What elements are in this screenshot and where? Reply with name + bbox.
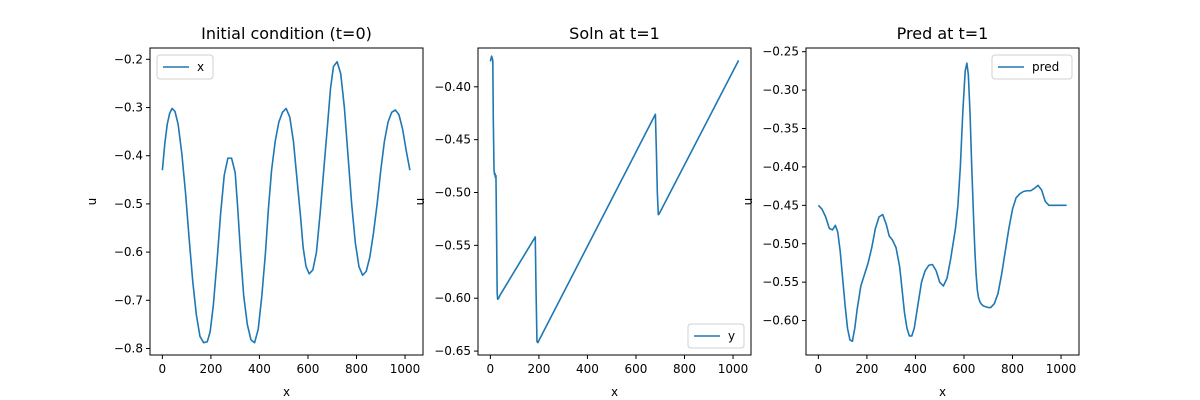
- y-tick-label: −0.5: [114, 197, 143, 211]
- y-tick-label: −0.3: [114, 101, 143, 115]
- y-tick-label: −0.35: [762, 122, 799, 136]
- legend-box: [991, 54, 1073, 80]
- x-tick-label: 400: [904, 362, 927, 376]
- y-axis-label: u: [741, 198, 755, 206]
- y-axis-label: u: [413, 198, 427, 206]
- x-tick-label: 600: [297, 362, 320, 376]
- series-line-pred: [817, 62, 1067, 343]
- y-tick-label: −0.7: [114, 293, 143, 307]
- y-tick-label: −0.8: [114, 341, 143, 355]
- chart-title: Pred at t=1: [897, 24, 989, 43]
- legend: y: [687, 323, 745, 349]
- legend: x: [156, 54, 214, 80]
- y-tick-label: −0.30: [762, 83, 799, 97]
- y-tick-label: −0.45: [434, 133, 471, 147]
- x-tick-label: 200: [199, 362, 222, 376]
- x-tick-label: 200: [855, 362, 878, 376]
- x-tick-label: 600: [625, 362, 648, 376]
- series-line-x: [161, 60, 411, 344]
- chart-panel-1: 0 200 400 600 800 1000 −0.8 −0.7 −0.6 −0.5 −0.4 −0.…: [85, 24, 424, 399]
- legend-entry: pred: [1032, 60, 1059, 74]
- y-tick-label: −0.60: [762, 314, 799, 328]
- x-tick-label: 0: [815, 362, 823, 376]
- x-tick-label: 600: [953, 362, 976, 376]
- y-axis-label: u: [85, 198, 99, 206]
- x-axis-label: x: [939, 385, 946, 399]
- y-tick-label: −0.6: [114, 245, 143, 259]
- legend: pred: [991, 54, 1073, 80]
- x-axis-label: x: [283, 385, 290, 399]
- x-tick-label: 800: [1001, 362, 1024, 376]
- chart-panel-3: 0 200 400 600 800 1000 −0.60 −0.55 −0.50 −0.45 −0.…: [741, 24, 1080, 399]
- x-tick-label: 0: [487, 362, 495, 376]
- series-line-y: [489, 55, 740, 344]
- x-axis-label: x: [611, 385, 618, 399]
- chart-title: Soln at t=1: [569, 24, 660, 43]
- y-tick-label: −0.60: [434, 291, 471, 305]
- y-tick-label: −0.65: [434, 344, 471, 358]
- axes-frame: [149, 47, 424, 356]
- x-tick-label: 400: [576, 362, 599, 376]
- y-tick-label: −0.4: [114, 149, 143, 163]
- y-tick-label: −0.40: [434, 80, 471, 94]
- x-tick-label: 800: [345, 362, 368, 376]
- chart-panel-2: 0 200 400 600 800 1000 −0.65 −0.60 −0.55 −0.50 −0.…: [413, 24, 752, 399]
- x-tick-label: 0: [159, 362, 167, 376]
- y-tick-label: −0.50: [762, 237, 799, 251]
- axes-frame: [477, 47, 752, 356]
- y-tick-label: −0.55: [762, 275, 799, 289]
- x-tick-label: 800: [673, 362, 696, 376]
- x-tick-label: 200: [527, 362, 550, 376]
- axes-frame: [805, 47, 1080, 356]
- x-tick-label: 400: [248, 362, 271, 376]
- x-tick-label: 1000: [1046, 362, 1077, 376]
- x-tick-label: 1000: [390, 362, 421, 376]
- chart-title: Initial condition (t=0): [201, 24, 372, 43]
- y-tick-label: −0.45: [762, 198, 799, 212]
- y-tick-label: −0.50: [434, 186, 471, 200]
- y-tick-label: −0.25: [762, 45, 799, 59]
- x-tick-label: 1000: [718, 362, 749, 376]
- y-tick-label: −0.2: [114, 52, 143, 66]
- legend-entry: x: [197, 60, 204, 74]
- y-tick-label: −0.55: [434, 238, 471, 252]
- legend-entry: y: [728, 329, 735, 343]
- y-tick-label: −0.40: [762, 160, 799, 174]
